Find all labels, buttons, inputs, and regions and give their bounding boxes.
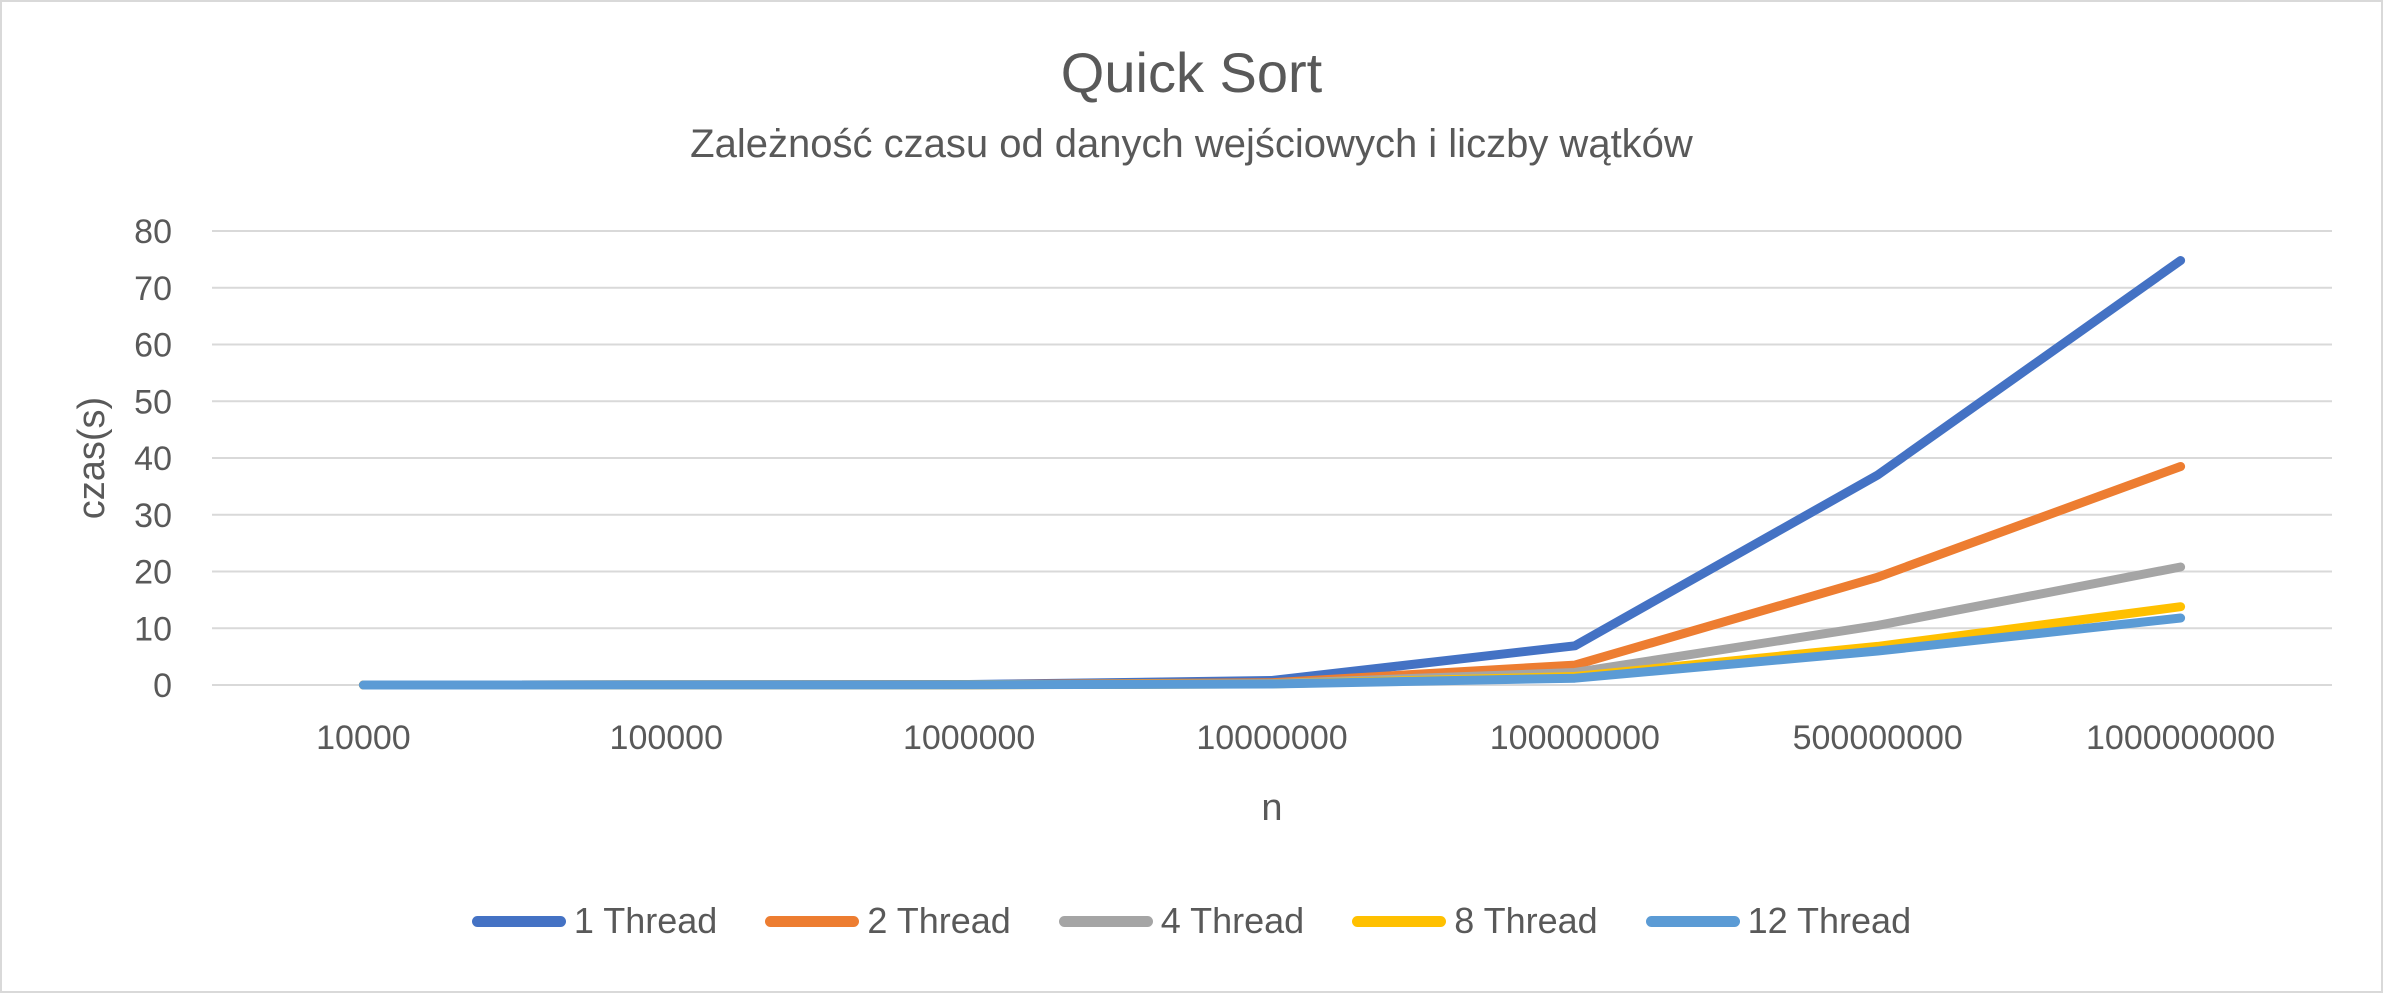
legend-item: 8 Thread xyxy=(1352,900,1598,942)
series-line-4-thread xyxy=(358,562,2186,690)
x-tick-label: 500000000 xyxy=(1793,719,1963,757)
legend-swatch xyxy=(471,915,566,927)
x-tick-label: 100000000 xyxy=(1490,719,1660,757)
y-tick-label: 10 xyxy=(134,610,172,648)
y-tick-labels: 0 10 20 30 40 50 60 70 80 xyxy=(134,213,172,705)
chart-subtitle: Zależność czasu od danych wejściowych i … xyxy=(690,122,1693,166)
series-line-12-thread xyxy=(358,613,2186,690)
legend-label: 8 Thread xyxy=(1454,900,1598,941)
y-tick-label: 80 xyxy=(134,213,172,251)
x-tick-labels: 10000 100000 1000000 10000000 100000000 50000… xyxy=(316,719,2275,757)
legend-swatch xyxy=(1058,915,1153,927)
x-tick-label: 1000000000 xyxy=(2086,719,2275,757)
x-tick-label: 10000 xyxy=(316,719,411,757)
legend-item: 1 Thread xyxy=(471,900,718,942)
legend-label: 2 Thread xyxy=(867,900,1011,941)
x-tick-label: 10000000 xyxy=(1196,719,1347,757)
y-tick-label: 30 xyxy=(134,497,172,535)
y-tick-label: 20 xyxy=(134,554,172,592)
y-tick-label: 50 xyxy=(134,383,172,421)
legend-swatch xyxy=(765,915,860,927)
gridlines xyxy=(212,230,2332,686)
y-tick-label: 70 xyxy=(134,270,172,308)
legend-item: 2 Thread xyxy=(765,900,1011,942)
y-tick-label: 60 xyxy=(134,327,172,365)
series-line-2-thread xyxy=(358,462,2186,690)
x-tick-label: 100000 xyxy=(610,719,723,757)
x-axis-title: n xyxy=(1261,787,1282,829)
y-tick-label: 0 xyxy=(153,667,172,705)
y-axis-title: czas(s) xyxy=(71,397,113,519)
legend-swatch xyxy=(1645,915,1740,927)
chart-title: Quick Sort xyxy=(1060,41,1323,104)
legend-item: 4 Thread xyxy=(1058,900,1305,942)
legend-item: 12 Thread xyxy=(1645,900,1912,942)
legend-label: 4 Thread xyxy=(1160,900,1305,941)
legend: 1 Thread 2 Thread 4 Thread 8 Thread 12 Threa… xyxy=(2,900,2381,942)
series-lines xyxy=(358,256,2186,690)
legend-label: 1 Thread xyxy=(573,900,718,941)
x-tick-label: 1000000 xyxy=(903,719,1035,757)
legend-swatch xyxy=(1352,915,1447,927)
legend-label: 12 Thread xyxy=(1747,900,1912,941)
y-tick-label: 40 xyxy=(134,440,172,478)
